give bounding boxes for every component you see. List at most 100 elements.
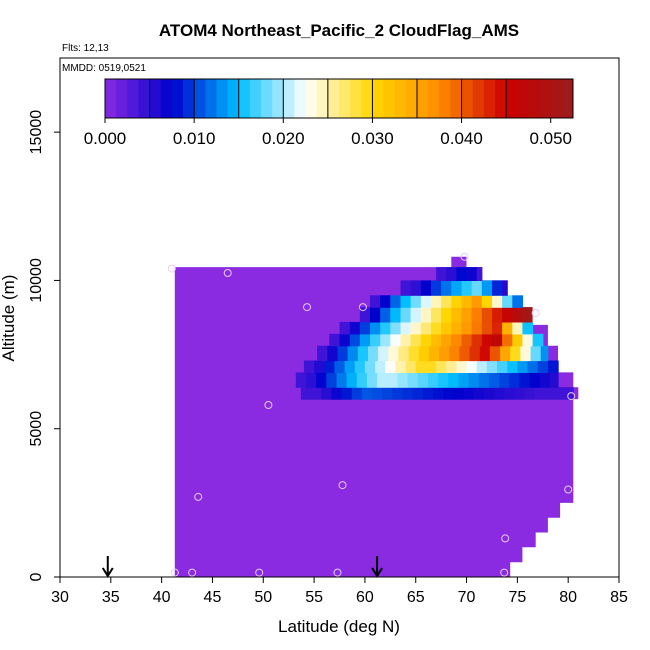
cloud-cell bbox=[482, 322, 493, 335]
cloud-cell bbox=[398, 346, 409, 361]
cloud-cell bbox=[492, 295, 503, 308]
colorbar-tick-label: 0.000 bbox=[84, 129, 127, 148]
colorbar-cell bbox=[506, 79, 518, 118]
cloud-cell bbox=[370, 307, 381, 322]
cloud-cell bbox=[462, 322, 473, 335]
cloud-cell bbox=[406, 361, 417, 374]
cloud-cell bbox=[494, 387, 505, 400]
colorbar-cell bbox=[339, 79, 351, 118]
colorbar-cell bbox=[161, 79, 173, 118]
cloud-cell bbox=[413, 387, 424, 400]
cloud-cell bbox=[545, 387, 556, 400]
cloud-cell bbox=[334, 361, 345, 374]
y-tick-label: 10000 bbox=[28, 258, 45, 303]
flights-label: Flts: 12,13 bbox=[62, 43, 109, 54]
cloud-cell bbox=[331, 387, 342, 400]
cloud-cell bbox=[395, 361, 406, 374]
cloud-cell bbox=[352, 387, 363, 400]
cloud-cell bbox=[533, 334, 544, 347]
cloud-cell bbox=[311, 387, 322, 400]
colorbar-cell bbox=[317, 79, 329, 118]
cloud-cell bbox=[446, 267, 457, 281]
x-tick-label: 60 bbox=[356, 589, 374, 606]
cloud-cell bbox=[401, 280, 412, 295]
cloud-cell bbox=[355, 361, 366, 374]
colorbar-cell bbox=[462, 79, 474, 118]
colorbar-cell bbox=[439, 79, 451, 118]
cloud-layer bbox=[436, 267, 482, 281]
data-field bbox=[175, 257, 579, 577]
colorbar-cell bbox=[328, 79, 340, 118]
colorbar-tick-label: 0.020 bbox=[262, 129, 305, 148]
x-tick-label: 45 bbox=[204, 589, 222, 606]
colorbar-cell bbox=[528, 79, 540, 118]
cloud-cell bbox=[345, 361, 356, 374]
colorbar-cell bbox=[216, 79, 228, 118]
cloud-cell bbox=[472, 280, 483, 295]
cloud-cell bbox=[367, 372, 378, 387]
colorbar-cell bbox=[450, 79, 462, 118]
cloud-cell bbox=[370, 334, 381, 347]
cloud-cell bbox=[401, 322, 412, 335]
cloud-cell bbox=[451, 334, 462, 347]
cloud-cell bbox=[446, 361, 457, 374]
cloud-cell bbox=[329, 334, 340, 347]
cloud-cell bbox=[492, 307, 503, 322]
cloud-cell bbox=[462, 307, 473, 322]
cloud-cell bbox=[441, 322, 452, 335]
x-tick-label: 50 bbox=[254, 589, 272, 606]
cloud-cell bbox=[429, 346, 440, 361]
cloud-cell bbox=[326, 372, 337, 387]
cloud-cell bbox=[380, 307, 391, 322]
cloud-cell bbox=[436, 361, 447, 374]
cloud-cell bbox=[469, 372, 480, 387]
cloud-cell bbox=[337, 372, 348, 387]
cloud-cell bbox=[411, 295, 422, 308]
cloud-cell bbox=[487, 361, 498, 374]
cloud-cell bbox=[525, 387, 536, 400]
colorbar-cell bbox=[250, 79, 262, 118]
cloud-cell bbox=[462, 334, 473, 347]
cloud-cell bbox=[411, 280, 422, 295]
cloud-cell bbox=[433, 387, 444, 400]
colorbar-cell bbox=[406, 79, 418, 118]
cloud-cell bbox=[492, 280, 503, 295]
colorbar-cell bbox=[484, 79, 496, 118]
cloud-cell bbox=[502, 322, 513, 335]
cloud-cell bbox=[365, 361, 376, 374]
cloud-cell bbox=[502, 295, 513, 308]
cloud-cell bbox=[512, 322, 523, 335]
cloud-cell bbox=[419, 346, 430, 361]
cloud-cell bbox=[397, 372, 408, 387]
x-tick-label: 75 bbox=[508, 589, 526, 606]
cloud-cell bbox=[441, 334, 452, 347]
cloud-cell bbox=[512, 307, 523, 322]
cloud-cell bbox=[504, 387, 515, 400]
x-tick-label: 70 bbox=[458, 589, 476, 606]
arrow-marker bbox=[103, 556, 113, 576]
cloud-cell bbox=[477, 267, 483, 281]
cloud-cell bbox=[439, 346, 450, 361]
cloud-cell bbox=[467, 361, 478, 374]
cloud-cell bbox=[421, 307, 432, 322]
cloud-cell bbox=[441, 307, 452, 322]
cloud-cell bbox=[340, 334, 351, 347]
cloud-cell bbox=[502, 307, 513, 322]
colorbar-tick-label: 0.010 bbox=[173, 129, 216, 148]
cloud-layer bbox=[317, 346, 548, 361]
cloud-cell bbox=[510, 346, 521, 361]
colorbar: 0.000 0.010 0.020 0.030 0.040 0.050 bbox=[84, 79, 574, 148]
cloud-cell bbox=[517, 361, 528, 374]
colorbar-cell bbox=[283, 79, 295, 118]
cloud-cell bbox=[390, 295, 401, 308]
x-axis: 30 35 40 45 50 55 60 65 70 75 80 85 bbox=[51, 577, 628, 606]
colorbar-cell bbox=[239, 79, 251, 118]
cloud-cell bbox=[490, 346, 501, 361]
cloud-cell bbox=[492, 334, 503, 347]
cloud-cell bbox=[370, 295, 381, 308]
cloud-layer bbox=[296, 372, 559, 387]
cloud-layer bbox=[360, 307, 539, 322]
cloud-cell bbox=[499, 372, 510, 387]
x-tick-label: 35 bbox=[102, 589, 120, 606]
